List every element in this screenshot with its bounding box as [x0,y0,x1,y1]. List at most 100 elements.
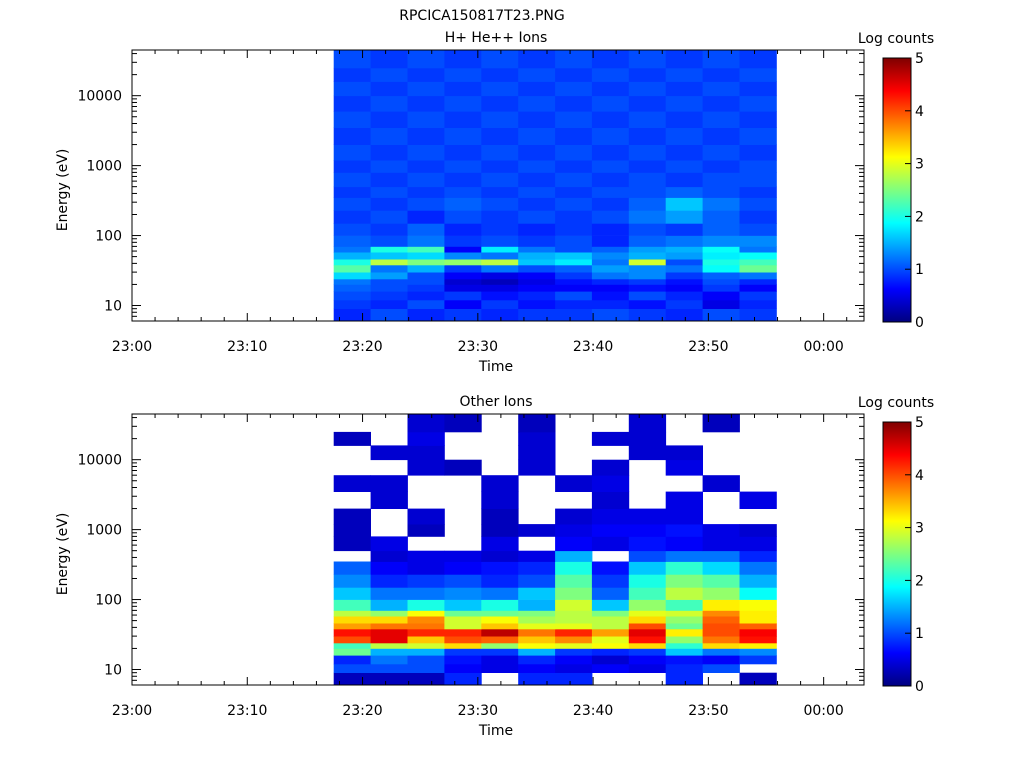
heatmap-cell [702,648,740,656]
x-tick-label: 23:00 [112,339,152,355]
heatmap-cell [702,264,740,273]
heatmap-cell [739,210,777,224]
x-tick-label: 23:50 [688,703,728,719]
heatmap-cell [591,655,630,665]
heatmap-cell [739,172,777,188]
heatmap-cell [739,272,777,280]
heatmap-cell [518,414,556,433]
heatmap-cell [591,536,630,552]
heatmap-cell [370,172,408,188]
heatmap-cell [444,663,482,673]
heatmap-cells [333,414,777,686]
heatmap-cell [407,81,445,97]
heatmap-cell [665,67,703,82]
heatmap-cell [739,259,777,266]
heatmap-cell [518,636,556,644]
heatmap-cell [444,111,482,128]
heatmap-cell [370,599,408,611]
y-tick-label: 1000 [86,159,122,175]
heatmap-cell [555,623,593,630]
colorbar-tick-label: 2 [915,573,924,589]
heatmap-cell [518,95,556,112]
heatmap-cell [702,475,740,492]
heatmap-cell [518,235,556,247]
heatmap-cell [444,459,482,476]
heatmap-cell [739,278,777,285]
heatmap-cell [518,524,556,537]
heatmap-cell [407,623,445,630]
colorbar-tick-label: 5 [915,51,924,67]
heatmap-cell [555,524,593,537]
heatmap-cell [628,299,667,309]
colorbar: 0 1 2 3 4 5 [882,51,924,331]
heatmap-cell [739,111,777,128]
heatmap-cell [370,655,408,665]
heatmap-cell [628,127,667,145]
heatmap-cell [481,186,519,198]
heatmap-cell [333,299,371,309]
heatmap-cell [333,284,371,292]
heatmap-cell [628,524,667,537]
heatmap-cell [407,235,445,247]
heatmap-cell [333,252,371,260]
heatmap-cell [665,264,703,273]
heatmap-cell [702,252,740,260]
heatmap-cell [665,272,703,280]
heatmap-cell [333,246,371,253]
heatmap-cell [555,144,593,161]
heatmap-cell [665,616,703,624]
heatmap-cell [444,252,482,260]
heatmap-cell [555,259,593,266]
heatmap-cell [702,127,740,145]
heatmap-cell [665,672,703,686]
heatmap-cell [407,111,445,128]
heatmap-cell [591,574,630,588]
heatmap-cell [444,264,482,273]
heatmap-cell [407,50,445,69]
colorbar-tick-label: 4 [915,104,924,120]
heatmap-cell [591,186,630,198]
heatmap-cell [444,210,482,224]
heatmap-cell [702,623,740,630]
heatmap-cell [591,278,630,285]
heatmap-cell [518,655,556,665]
heatmap-cell [555,111,593,128]
heatmap-cell [407,246,445,253]
heatmap-cell [702,663,740,673]
heatmap-cell [518,299,556,309]
heatmap-cell [444,587,482,600]
heatmap-cell [665,235,703,247]
heatmap-cell [370,127,408,145]
heatmap-cell [628,95,667,112]
heatmap-cell [591,272,630,280]
heatmap-cell [333,524,371,537]
heatmap-cell [481,536,519,552]
heatmap-cell [481,599,519,611]
heatmap-cell [444,648,482,656]
axis-ticks: 23:00 23:10 23:20 23:30 23:40 23:50 00:00 10 100… [77,50,864,355]
heatmap-cell [739,574,777,588]
heatmap-cell [370,259,408,266]
heatmap-cell [481,491,519,509]
heatmap-cell [555,299,593,309]
heatmap-cell [739,160,777,173]
heatmap-cell [333,50,371,69]
heatmap-cell [370,284,408,292]
heatmap-cell [444,246,482,253]
heatmap-cell [518,308,556,322]
heatmap-cell [591,299,630,309]
heatmap-cell [370,223,408,236]
heatmap-cell [555,186,593,198]
heatmap-cell [628,67,667,82]
heatmap-cell [370,278,408,285]
heatmap-cell [518,197,556,211]
heatmap-cell [665,291,703,301]
heatmap-cell [739,610,777,617]
heatmap-cell [555,308,593,322]
heatmap-cell [518,264,556,273]
x-axis-label: Time [478,723,513,739]
heatmap-cell [628,610,667,617]
heatmap-cell [702,587,740,600]
heatmap-cell [407,144,445,161]
heatmap-cell [739,491,777,509]
